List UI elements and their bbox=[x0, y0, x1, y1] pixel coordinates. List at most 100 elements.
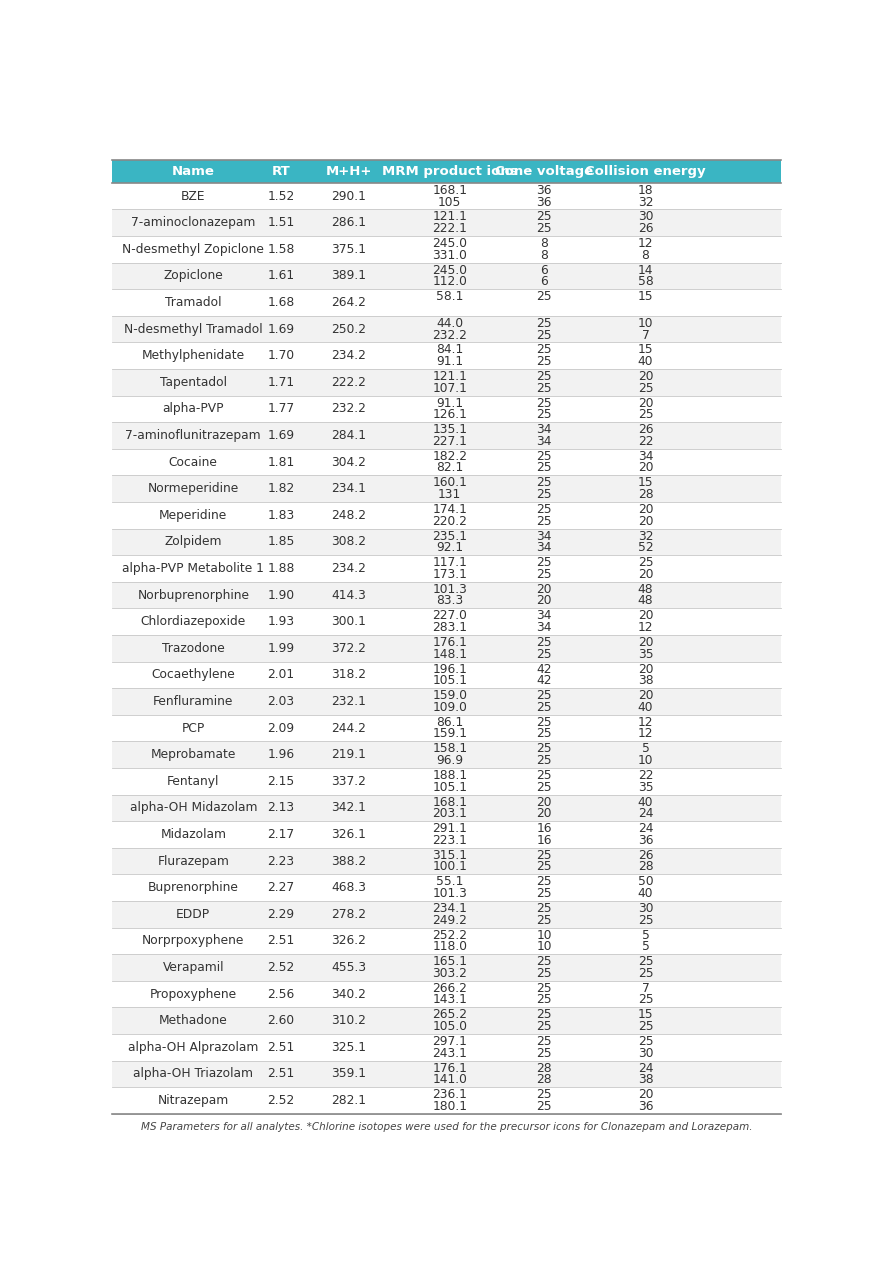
Text: 14: 14 bbox=[638, 264, 653, 276]
Text: Norprpoxyphene: Norprpoxyphene bbox=[142, 934, 245, 947]
Text: 2.52: 2.52 bbox=[267, 1094, 294, 1107]
Bar bbox=[112, 369, 780, 396]
Text: 25: 25 bbox=[537, 1088, 552, 1101]
Text: 2.51: 2.51 bbox=[267, 934, 294, 947]
Text: 249.2: 249.2 bbox=[432, 914, 467, 927]
Text: 25: 25 bbox=[537, 914, 552, 927]
Text: 25: 25 bbox=[537, 727, 552, 740]
Text: 20: 20 bbox=[638, 503, 653, 516]
Text: 290.1: 290.1 bbox=[331, 189, 366, 202]
Text: 455.3: 455.3 bbox=[331, 961, 366, 974]
Text: 232.2: 232.2 bbox=[331, 402, 366, 416]
Text: 20: 20 bbox=[638, 370, 653, 383]
Text: Cocaethylene: Cocaethylene bbox=[152, 668, 235, 681]
Text: 25: 25 bbox=[537, 568, 552, 581]
Text: 100.1: 100.1 bbox=[432, 860, 467, 873]
Text: 25: 25 bbox=[537, 982, 552, 995]
Bar bbox=[112, 768, 780, 795]
Text: 1.96: 1.96 bbox=[267, 749, 294, 762]
Text: 105: 105 bbox=[438, 196, 462, 209]
Text: 5: 5 bbox=[642, 941, 650, 954]
Text: Buprenorphine: Buprenorphine bbox=[148, 881, 239, 895]
Text: 25: 25 bbox=[537, 849, 552, 861]
Text: 25: 25 bbox=[537, 370, 552, 383]
Text: 16: 16 bbox=[537, 833, 552, 847]
Bar bbox=[112, 980, 780, 1007]
Text: Fenfluramine: Fenfluramine bbox=[153, 695, 233, 708]
Text: 25: 25 bbox=[537, 781, 552, 794]
Text: 20: 20 bbox=[638, 397, 653, 410]
Text: 2.27: 2.27 bbox=[267, 881, 294, 895]
Text: 20: 20 bbox=[537, 594, 552, 608]
Bar bbox=[112, 741, 780, 768]
Text: 243.1: 243.1 bbox=[432, 1047, 467, 1060]
Text: 1.82: 1.82 bbox=[267, 483, 294, 495]
Text: 20: 20 bbox=[638, 636, 653, 649]
Bar bbox=[112, 874, 780, 901]
Text: 101.3: 101.3 bbox=[432, 887, 467, 900]
Text: 160.1: 160.1 bbox=[432, 476, 467, 489]
Text: Flurazepam: Flurazepam bbox=[158, 855, 229, 868]
Text: 375.1: 375.1 bbox=[331, 243, 366, 256]
Text: 222.2: 222.2 bbox=[331, 376, 366, 389]
Text: 34: 34 bbox=[537, 609, 552, 622]
Text: 112.0: 112.0 bbox=[432, 275, 467, 288]
Text: 8: 8 bbox=[642, 248, 650, 261]
Text: 1.88: 1.88 bbox=[267, 562, 294, 575]
Text: 117.1: 117.1 bbox=[432, 557, 467, 570]
Text: 8: 8 bbox=[540, 237, 548, 250]
Text: 1.52: 1.52 bbox=[267, 189, 294, 202]
Text: 25: 25 bbox=[638, 993, 653, 1006]
Text: 282.1: 282.1 bbox=[331, 1094, 366, 1107]
Text: 25: 25 bbox=[537, 701, 552, 714]
Bar bbox=[112, 396, 780, 422]
Text: 220.2: 220.2 bbox=[432, 515, 467, 527]
Text: 25: 25 bbox=[537, 716, 552, 728]
Bar bbox=[112, 714, 780, 741]
Text: 278.2: 278.2 bbox=[331, 908, 366, 920]
Bar bbox=[112, 928, 780, 954]
Text: alpha-OH Alprazolam: alpha-OH Alprazolam bbox=[128, 1041, 259, 1053]
Text: 244.2: 244.2 bbox=[331, 722, 366, 735]
Text: 203.1: 203.1 bbox=[432, 808, 467, 820]
Text: 2.51: 2.51 bbox=[267, 1041, 294, 1053]
Text: 389.1: 389.1 bbox=[331, 270, 366, 283]
Text: 107.1: 107.1 bbox=[432, 381, 467, 394]
Text: 248.2: 248.2 bbox=[331, 509, 366, 522]
Text: 252.2: 252.2 bbox=[432, 928, 467, 942]
Text: 25: 25 bbox=[638, 381, 653, 394]
Text: 25: 25 bbox=[537, 860, 552, 873]
Text: Chlordiazepoxide: Chlordiazepoxide bbox=[140, 616, 246, 628]
Text: 25: 25 bbox=[537, 1047, 552, 1060]
Text: 1.77: 1.77 bbox=[267, 402, 294, 416]
Text: 91.1: 91.1 bbox=[436, 355, 463, 369]
Text: 176.1: 176.1 bbox=[432, 636, 467, 649]
Text: 2.09: 2.09 bbox=[267, 722, 294, 735]
Text: 26: 26 bbox=[638, 223, 653, 236]
Text: N-desmethyl Tramadol: N-desmethyl Tramadol bbox=[124, 323, 262, 335]
Text: Tramadol: Tramadol bbox=[165, 296, 221, 308]
Bar bbox=[112, 1007, 780, 1034]
Text: 1.99: 1.99 bbox=[267, 641, 294, 655]
Text: 232.2: 232.2 bbox=[432, 329, 467, 342]
Text: 1.51: 1.51 bbox=[267, 216, 294, 229]
Text: 8: 8 bbox=[540, 248, 548, 261]
Text: 22: 22 bbox=[638, 435, 653, 448]
Bar bbox=[112, 662, 780, 689]
Bar bbox=[112, 210, 780, 236]
Text: 105.0: 105.0 bbox=[432, 1020, 467, 1033]
Text: 20: 20 bbox=[537, 808, 552, 820]
Text: 24: 24 bbox=[638, 808, 653, 820]
Bar bbox=[112, 1034, 780, 1061]
Text: 310.2: 310.2 bbox=[331, 1014, 366, 1027]
Text: 2.23: 2.23 bbox=[267, 855, 294, 868]
Text: 135.1: 135.1 bbox=[432, 424, 467, 436]
Text: 92.1: 92.1 bbox=[436, 541, 463, 554]
Text: 58: 58 bbox=[638, 275, 653, 288]
Text: alpha-OH Midazolam: alpha-OH Midazolam bbox=[130, 801, 257, 814]
Text: Propoxyphene: Propoxyphene bbox=[150, 988, 237, 1001]
Text: 82.1: 82.1 bbox=[436, 462, 463, 475]
Text: 143.1: 143.1 bbox=[432, 993, 467, 1006]
Text: 50: 50 bbox=[638, 876, 653, 888]
Text: Meperidine: Meperidine bbox=[159, 509, 227, 522]
